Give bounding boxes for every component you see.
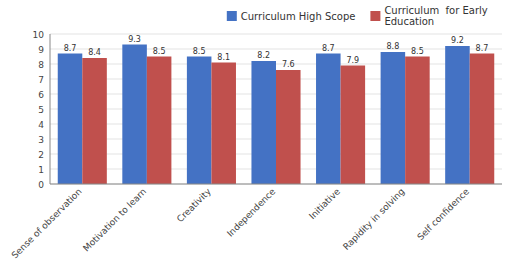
data-label: 8.7 (322, 44, 335, 53)
bar (381, 52, 406, 184)
y-tick-label: 2 (38, 150, 44, 160)
bar (316, 54, 341, 185)
data-label: 8.4 (88, 48, 101, 57)
data-label: 8.1 (217, 53, 230, 62)
bar (276, 70, 301, 184)
legend-label: Curriculum High Scope (241, 11, 356, 22)
bar (82, 58, 107, 184)
data-label: 8.8 (387, 42, 400, 51)
x-tick-label: Initiative (307, 186, 342, 221)
bars (58, 45, 495, 185)
legend-swatch (227, 11, 237, 21)
grid (50, 34, 502, 184)
x-tick-label: Self confidence (415, 186, 471, 242)
bar (251, 61, 276, 184)
x-tick-label: Motivation to learn (81, 186, 148, 253)
data-label: 8.7 (64, 44, 77, 53)
data-label: 8.5 (193, 47, 206, 56)
legend: Curriculum High Scope Curriculum for Earl… (227, 5, 488, 27)
y-tick-label: 10 (33, 30, 45, 40)
legend-swatch (370, 11, 380, 21)
bar (470, 54, 495, 185)
grid-line (50, 184, 502, 185)
y-tick-label: 7 (38, 75, 44, 85)
data-labels: 8.7 9.3 8.5 8.2 8.7 8.8 9.2 8.4 8.5 8.1 7.6 7.9 8.5 8… (64, 35, 489, 70)
x-axis (50, 184, 502, 185)
grid-line (50, 34, 502, 35)
x-tick-label: Independence (225, 186, 278, 239)
chart: 0123456789108.79.38.58.28.78.89.28.48.58… (0, 0, 512, 264)
bar (187, 57, 212, 185)
data-label: 7.6 (282, 60, 295, 69)
bar (405, 57, 430, 185)
y-tick-label: 0 (38, 180, 44, 190)
y-tick-label: 1 (38, 165, 44, 175)
bar (122, 45, 147, 185)
data-label: 8.2 (257, 51, 270, 60)
data-label: 7.9 (346, 56, 359, 65)
data-label: 9.3 (128, 35, 141, 44)
y-tick-label: 4 (38, 120, 44, 130)
data-label: 9.2 (451, 36, 464, 45)
y-tick-label: 9 (38, 45, 44, 55)
data-label: 8.7 (476, 44, 489, 53)
y-tick-label: 3 (38, 135, 44, 145)
y-axis (50, 34, 51, 184)
bar (341, 66, 366, 185)
data-label: 8.5 (153, 47, 166, 56)
y-tick-label: 6 (38, 90, 44, 100)
grid-line (50, 49, 502, 50)
x-tick-label: Creativity (175, 186, 213, 224)
legend-label: Curriculum for EarlyEducation (384, 5, 487, 27)
bar (147, 57, 172, 185)
x-tick-label: Rapidity in solving (341, 186, 407, 252)
data-label: 8.5 (411, 47, 424, 56)
chart-container: 0123456789108.79.38.58.28.78.89.28.48.58… (0, 0, 512, 264)
bar (58, 54, 83, 185)
y-tick-label: 5 (38, 105, 44, 115)
x-tick-label: Sense of observation (10, 186, 84, 260)
bar (211, 63, 236, 185)
bar (445, 46, 470, 184)
y-tick-label: 8 (38, 60, 44, 70)
